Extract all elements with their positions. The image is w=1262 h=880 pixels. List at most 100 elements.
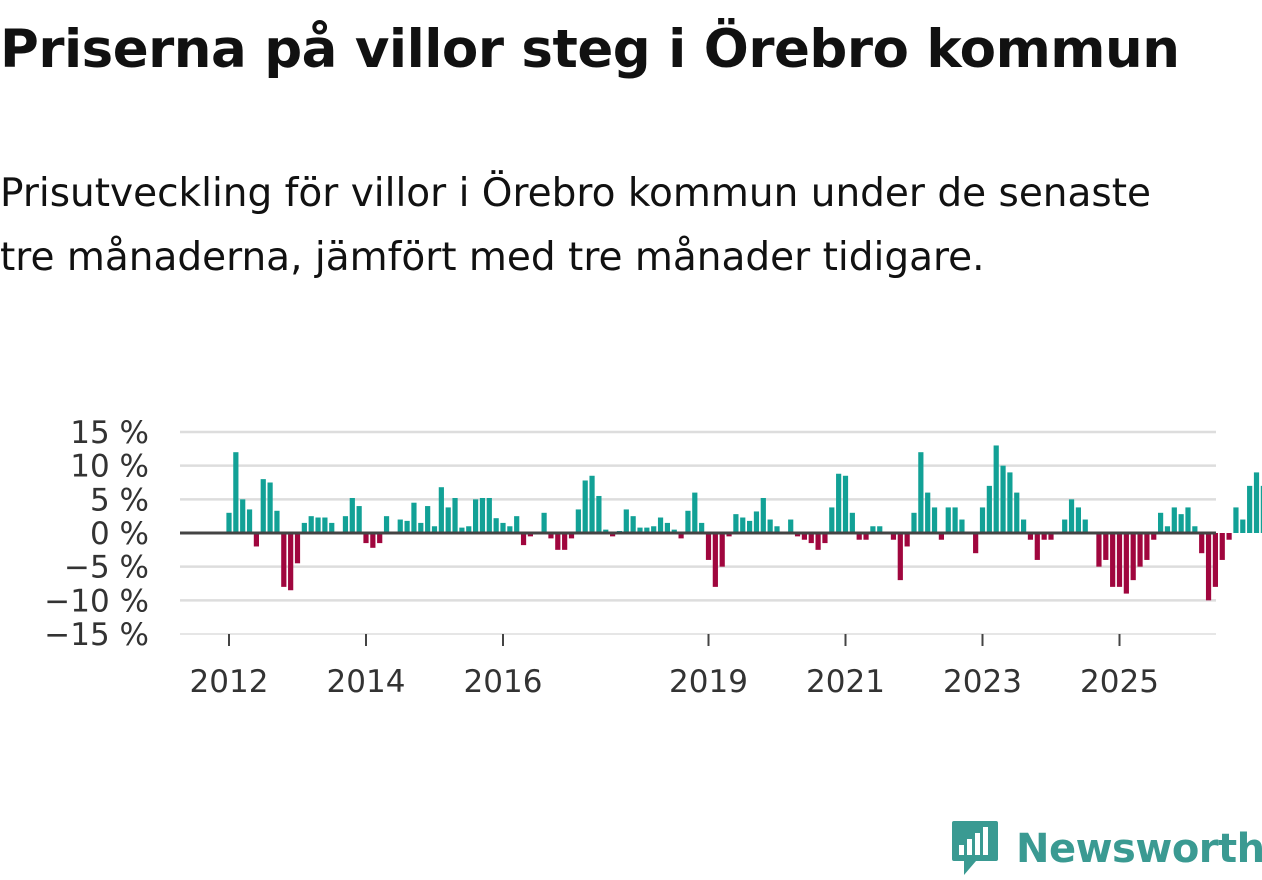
bar [1158, 512, 1164, 533]
bar [1240, 519, 1246, 533]
newsworthy-bar-chart-logo-icon [952, 821, 998, 875]
bar [1110, 533, 1116, 587]
bar [788, 519, 794, 533]
bar [644, 527, 650, 533]
bar [418, 522, 424, 533]
bar [767, 519, 773, 533]
bar [514, 516, 520, 533]
bar [294, 533, 301, 564]
bar [383, 516, 390, 533]
bar [1226, 533, 1232, 540]
bar [1199, 533, 1205, 554]
bar [349, 497, 355, 533]
bar [760, 497, 766, 533]
bar [267, 482, 273, 533]
bar [774, 526, 780, 533]
bar [753, 511, 760, 533]
bar [459, 527, 465, 533]
bar [596, 495, 602, 533]
bar [1116, 533, 1123, 587]
x-tick-label: 2016 [464, 664, 543, 700]
bar [1021, 519, 1027, 533]
bar [623, 509, 629, 533]
bar [431, 526, 438, 533]
bar [842, 475, 849, 533]
bar [1027, 533, 1034, 540]
bar [959, 519, 965, 533]
bar [1096, 533, 1102, 567]
x-tick-label: 2025 [1080, 664, 1159, 700]
bar [1082, 519, 1088, 533]
bar [651, 526, 657, 533]
bar [246, 509, 253, 533]
bar [253, 533, 259, 547]
bar [610, 533, 616, 537]
bar [870, 526, 876, 533]
bar [911, 512, 917, 533]
brand-logo: Newsworthy [950, 818, 1262, 880]
bar [377, 533, 383, 544]
bars [226, 445, 1262, 601]
y-tick-label: −15 % [44, 617, 149, 653]
bar [657, 517, 664, 533]
bar [1062, 519, 1068, 533]
bar [945, 507, 951, 533]
bar [562, 533, 568, 550]
bar [863, 533, 869, 540]
bar [630, 516, 636, 533]
brand-name: Newsworthy [1016, 826, 1262, 872]
bar [370, 533, 376, 548]
bar [678, 533, 684, 539]
bar [986, 485, 992, 533]
bar [822, 533, 828, 544]
bar [836, 473, 842, 533]
bar [925, 492, 931, 533]
bar [397, 519, 403, 533]
bar [260, 479, 266, 533]
bar [493, 518, 499, 533]
bar [938, 533, 944, 540]
x-tick-label: 2023 [943, 664, 1022, 700]
bar [473, 499, 479, 533]
bar [500, 522, 506, 533]
bar [890, 533, 897, 540]
x-tick-label: 2021 [806, 664, 885, 700]
bar [411, 502, 417, 533]
y-tick-label: 5 % [90, 482, 149, 518]
bar [329, 522, 335, 533]
y-tick-label: 10 % [70, 449, 149, 485]
bar [1068, 499, 1075, 533]
bar [726, 533, 732, 537]
bar [699, 522, 705, 533]
y-axis-labels: 15 %10 %5 %0 %−5 %−10 %−15 % [44, 415, 149, 653]
bar [1007, 472, 1013, 533]
bar [794, 533, 801, 537]
bar [507, 526, 513, 533]
bar [445, 507, 451, 533]
bar [1103, 533, 1109, 560]
bar [240, 499, 246, 533]
bar [301, 522, 307, 533]
bar [1171, 507, 1177, 533]
bar [815, 533, 821, 550]
bar [363, 533, 369, 544]
bar [1247, 485, 1253, 533]
bar-chart: 15 %10 %5 %0 %−5 %−10 %−15 % 2012 2014 201… [44, 415, 1262, 700]
bar [603, 529, 609, 533]
bar [1178, 514, 1184, 533]
bar [740, 517, 746, 533]
bar [438, 487, 444, 533]
bar [712, 533, 718, 587]
bar [575, 509, 581, 533]
x-tick-label: 2012 [190, 664, 269, 700]
bar [1212, 533, 1218, 587]
bar [226, 512, 232, 533]
bar [425, 506, 431, 533]
bar [918, 452, 924, 533]
chart-subtitle: Prisutveckling för villor i Örebro kommu… [0, 171, 1152, 280]
bar [1137, 533, 1143, 567]
bar [1130, 533, 1136, 581]
bar [1185, 507, 1191, 533]
bar [541, 512, 547, 533]
x-axis: 2012 2014 2016 2019 2021 2023 2025 [190, 634, 1159, 700]
